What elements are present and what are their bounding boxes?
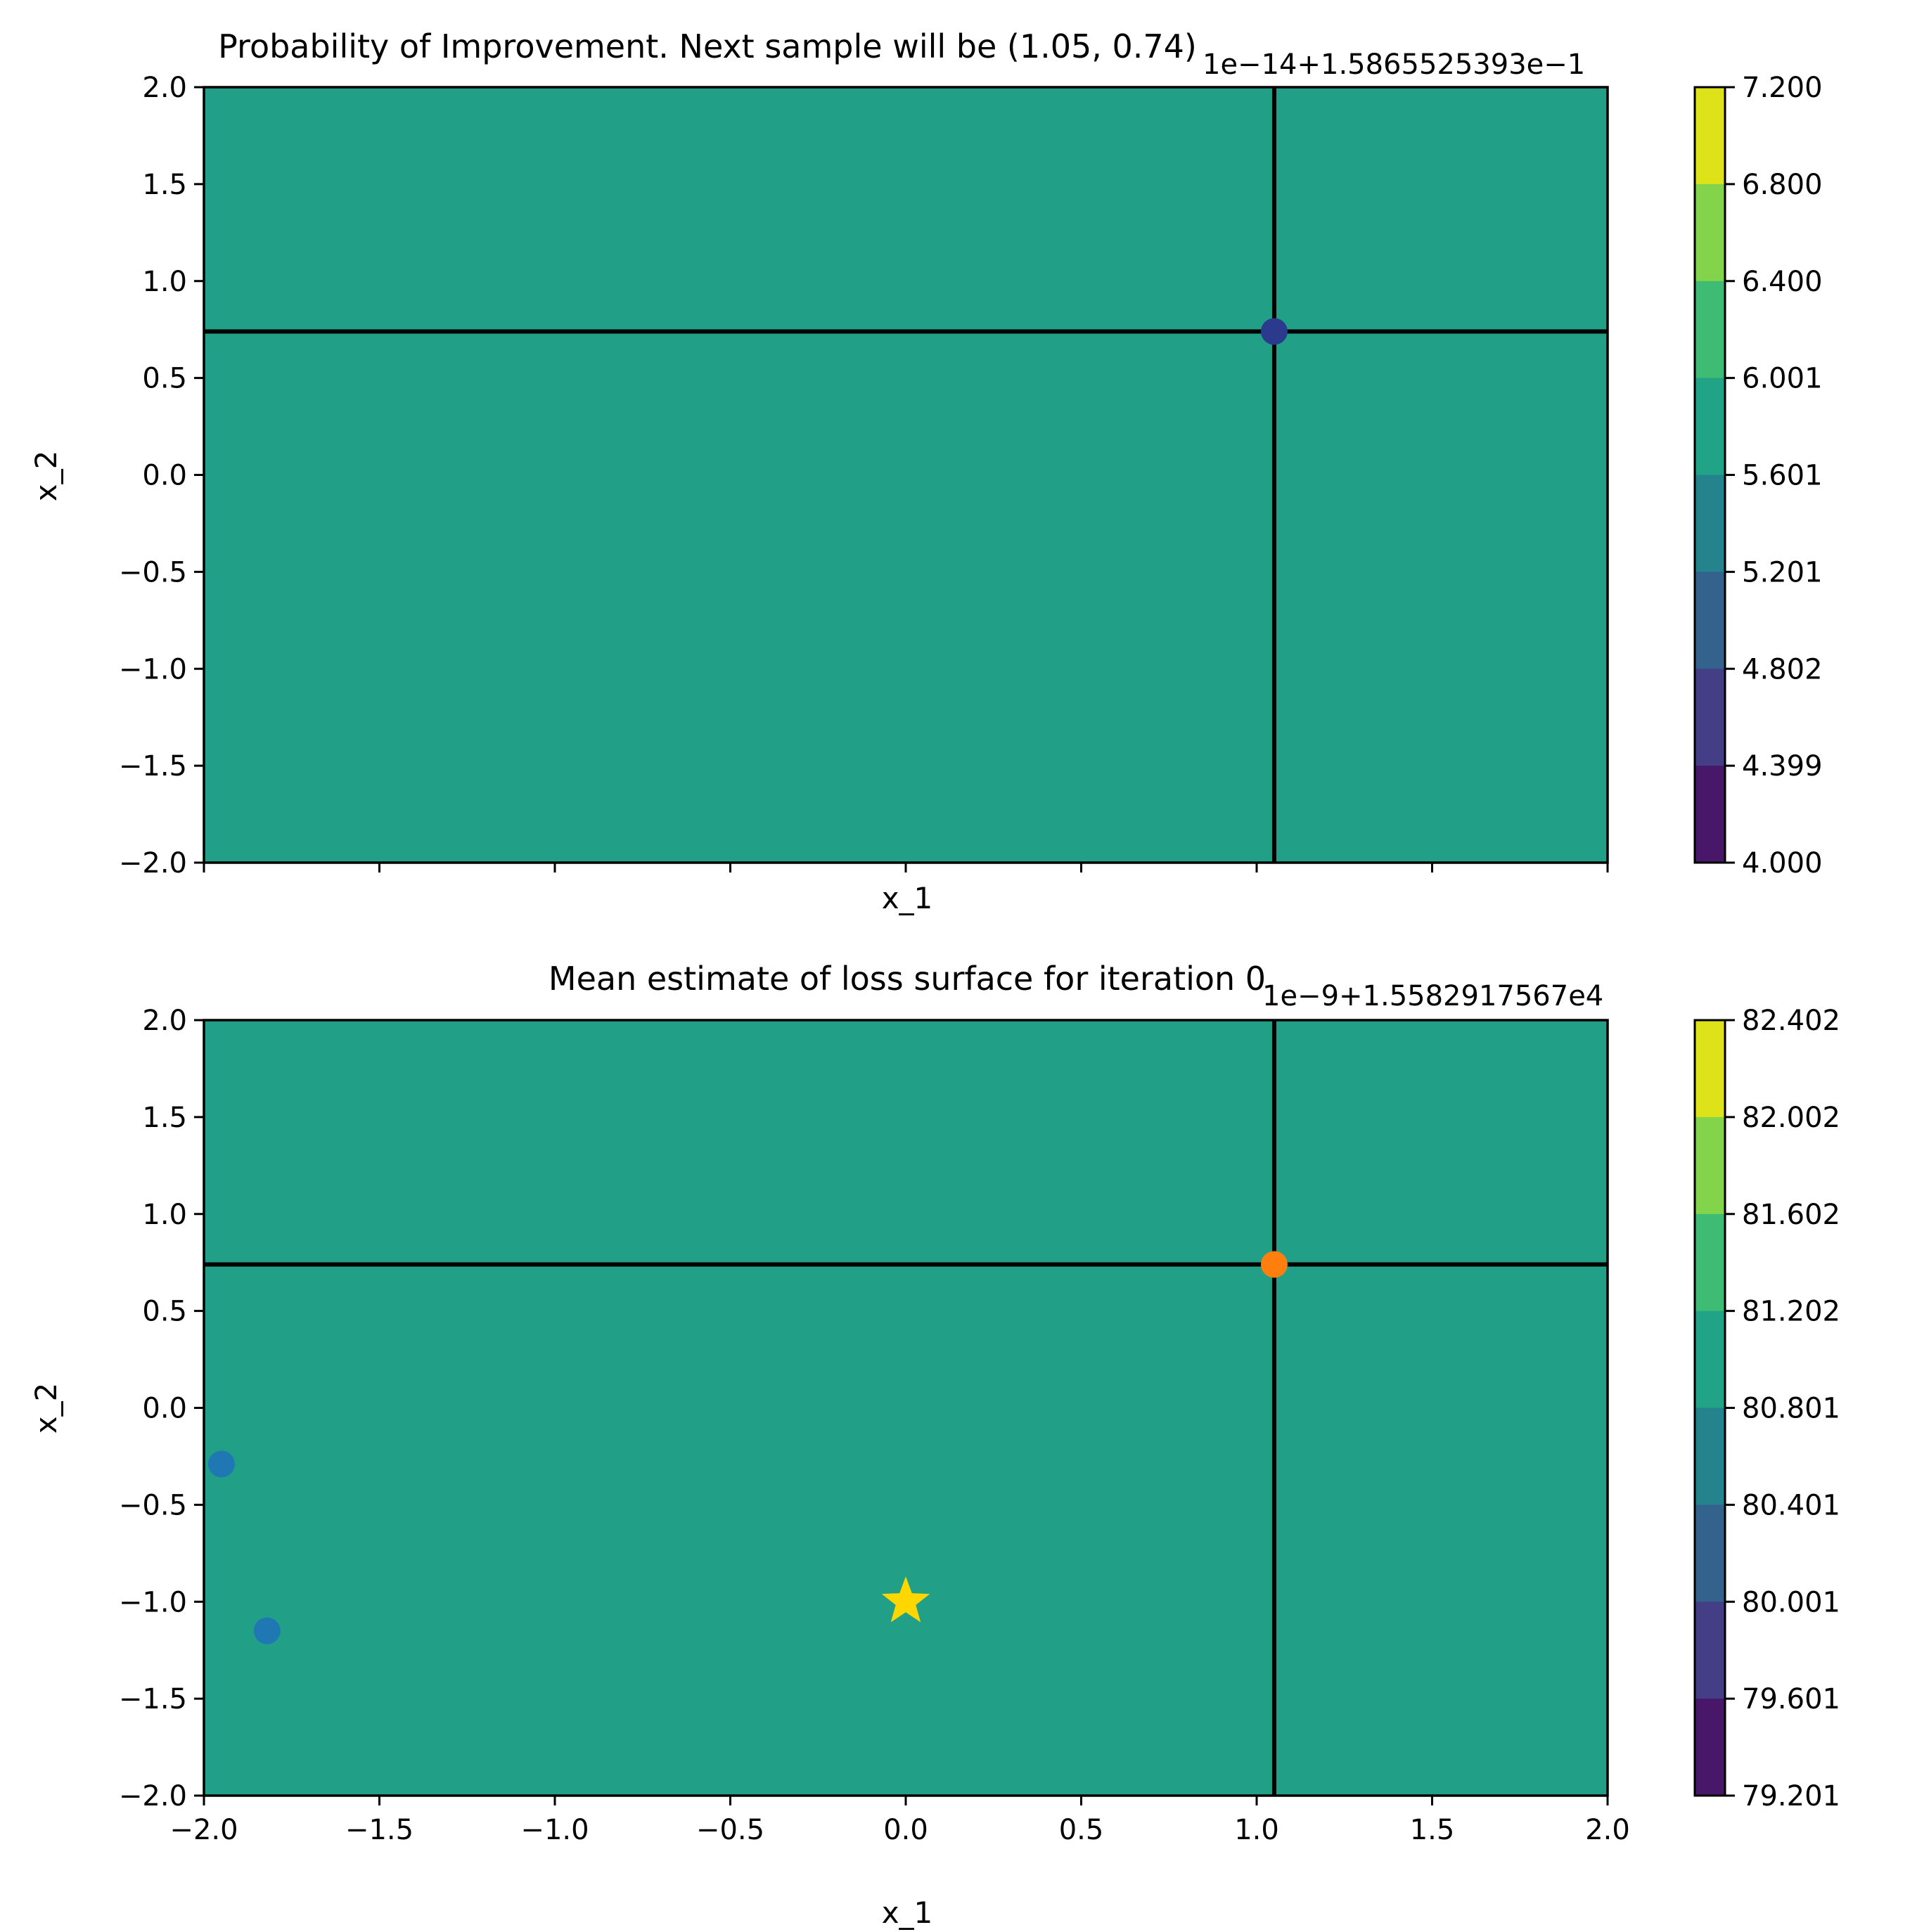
bottom-colorbar-level bbox=[1695, 1505, 1725, 1602]
bottom-colorbar-level bbox=[1695, 1408, 1725, 1505]
bottom-colorbar-offset-text: 1e−9+1.5582917567e4 bbox=[1262, 980, 1603, 1012]
top-colorbar-level bbox=[1695, 669, 1725, 766]
top-ytick-label: 1.5 bbox=[142, 169, 187, 201]
bottom-colorbar-level bbox=[1695, 1602, 1725, 1699]
bottom-colorbar-tick-label: 81.602 bbox=[1742, 1199, 1840, 1231]
bottom-colorbar-tick-label: 80.001 bbox=[1742, 1586, 1840, 1618]
bottom-ytick-label: 2.0 bbox=[142, 1005, 187, 1037]
top-panel-pi: Probability of Improvement. Next sample … bbox=[29, 27, 1823, 915]
bottom-xtick-label: 0.5 bbox=[1059, 1814, 1104, 1846]
top-colorbar-tick-label: 5.201 bbox=[1742, 556, 1823, 588]
bottom-panel-xlabel: x_1 bbox=[882, 1895, 933, 1930]
bottom-colorbar-level bbox=[1695, 1213, 1725, 1312]
bottom-xtick-label: −0.5 bbox=[696, 1814, 764, 1846]
bottom-panel-mean: Mean estimate of loss surface for iterat… bbox=[29, 960, 1840, 1930]
top-colorbar-tick-label: 4.000 bbox=[1742, 847, 1823, 880]
bottom-ytick-label: −2.0 bbox=[119, 1780, 187, 1812]
bottom-colorbar-level bbox=[1695, 1020, 1725, 1118]
top-ytick-label: 2.0 bbox=[142, 72, 187, 104]
bottom-ytick-label: −1.5 bbox=[119, 1683, 187, 1715]
top-ytick-label: 0.5 bbox=[142, 363, 187, 395]
top-colorbar-tick-label: 7.200 bbox=[1742, 72, 1823, 104]
bottom-contour-fill bbox=[204, 1020, 1608, 1796]
bottom-ytick-label: −0.5 bbox=[119, 1489, 187, 1521]
top-colorbar-tick-label: 6.400 bbox=[1742, 266, 1823, 298]
bottom-xtick-label: 2.0 bbox=[1585, 1814, 1630, 1846]
bottom-scatter-point-2 bbox=[1260, 1251, 1288, 1278]
bottom-ytick-label: 0.5 bbox=[142, 1296, 187, 1328]
bottom-colorbar-tick-label: 82.402 bbox=[1742, 1005, 1840, 1037]
top-colorbar-tick-label: 4.399 bbox=[1742, 750, 1823, 783]
bottom-xtick-label: 1.0 bbox=[1234, 1814, 1279, 1846]
bottom-colorbar-tick-label: 79.601 bbox=[1742, 1683, 1840, 1715]
bottom-colorbar-level bbox=[1695, 1310, 1725, 1408]
bottom-colorbar-level bbox=[1695, 1116, 1725, 1215]
top-scatter-point-0 bbox=[1260, 318, 1288, 345]
top-colorbar-tick-label: 6.001 bbox=[1742, 363, 1823, 395]
bottom-ytick-label: −1.0 bbox=[119, 1586, 187, 1618]
top-colorbar-level bbox=[1695, 87, 1725, 185]
top-ytick-label: −1.5 bbox=[119, 750, 187, 783]
top-ytick-label: 0.0 bbox=[142, 460, 187, 492]
top-colorbar-offset-text: 1e−14+1.5865525393e−1 bbox=[1203, 49, 1585, 81]
top-ytick-label: 1.0 bbox=[142, 266, 187, 298]
bottom-ytick-label: 1.5 bbox=[142, 1102, 187, 1134]
bottom-xtick-label: −1.5 bbox=[345, 1814, 413, 1846]
bottom-ytick-label: 1.0 bbox=[142, 1199, 187, 1231]
top-colorbar-level bbox=[1695, 378, 1725, 475]
top-panel-ylabel: x_2 bbox=[29, 451, 63, 502]
bottom-colorbar-tick-label: 79.201 bbox=[1742, 1780, 1840, 1812]
bottom-colorbar-tick-label: 82.002 bbox=[1742, 1102, 1840, 1134]
bottom-xtick-label: −2.0 bbox=[169, 1814, 238, 1846]
bottom-panel-ylabel: x_2 bbox=[29, 1383, 63, 1434]
bottom-xtick-label: 0.0 bbox=[883, 1814, 928, 1846]
bottom-panel-title: Mean estimate of loss surface for iterat… bbox=[549, 960, 1266, 998]
top-colorbar-level bbox=[1695, 183, 1725, 282]
top-colorbar-level bbox=[1695, 766, 1725, 863]
top-panel-xlabel: x_1 bbox=[882, 881, 933, 915]
bottom-colorbar-tick-label: 81.202 bbox=[1742, 1296, 1840, 1328]
top-colorbar-level bbox=[1695, 572, 1725, 669]
bottom-colorbar-level bbox=[1695, 1699, 1725, 1796]
bottom-scatter-point-0 bbox=[207, 1450, 235, 1478]
top-panel-title: Probability of Improvement. Next sample … bbox=[218, 27, 1197, 65]
top-colorbar-tick-label: 4.802 bbox=[1742, 653, 1823, 685]
top-colorbar-level bbox=[1695, 281, 1725, 379]
top-contour-fill bbox=[204, 87, 1608, 863]
bottom-xtick-label: −1.0 bbox=[520, 1814, 589, 1846]
bottom-scatter-point-1 bbox=[253, 1617, 281, 1644]
top-colorbar-tick-label: 6.800 bbox=[1742, 169, 1823, 201]
bottom-colorbar-tick-label: 80.801 bbox=[1742, 1393, 1840, 1425]
bottom-colorbar-tick-label: 80.401 bbox=[1742, 1489, 1840, 1521]
bottom-ytick-label: 0.0 bbox=[142, 1393, 187, 1425]
top-ytick-label: −0.5 bbox=[119, 556, 187, 588]
top-ytick-label: −2.0 bbox=[119, 847, 187, 880]
top-ytick-label: −1.0 bbox=[119, 653, 187, 685]
top-colorbar-level bbox=[1695, 475, 1725, 572]
bottom-xtick-label: 1.5 bbox=[1410, 1814, 1455, 1846]
top-colorbar-tick-label: 5.601 bbox=[1742, 460, 1823, 492]
bottom-star-point bbox=[881, 1576, 930, 1623]
